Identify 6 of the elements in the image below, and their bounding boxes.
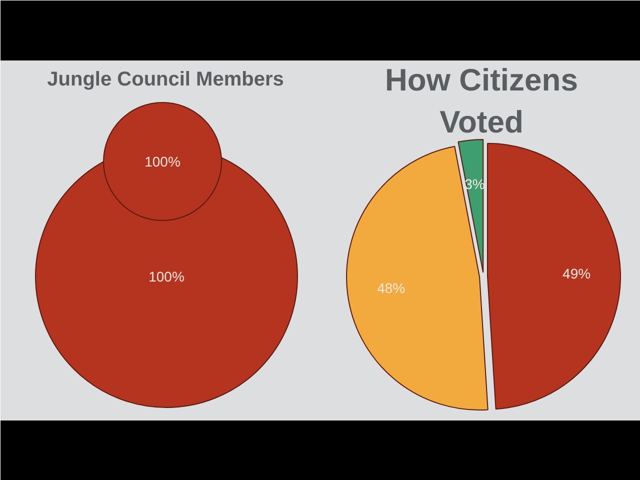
- chart-title: Jungle Council Members: [47, 68, 284, 90]
- chart-title: How Citizens Voted: [385, 62, 578, 140]
- data-label: 48%: [377, 280, 406, 296]
- data-label: 49%: [562, 266, 591, 282]
- data-label: 100%: [144, 154, 180, 170]
- data-label: 100%: [148, 268, 184, 284]
